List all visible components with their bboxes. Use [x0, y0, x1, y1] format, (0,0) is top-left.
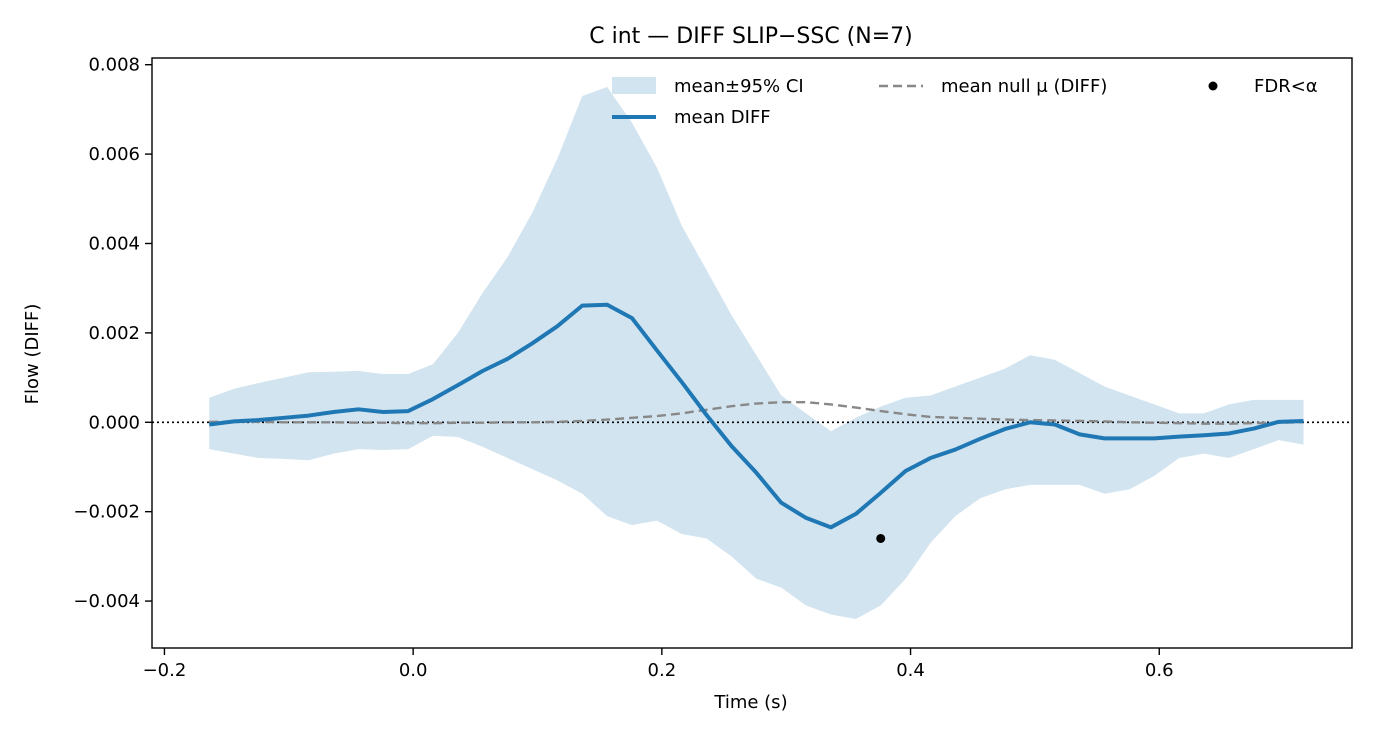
- axes-frame: [151, 57, 1353, 649]
- mean-diff-line: [208, 302, 1304, 530]
- y-axis-label: Flow (DIFF): [22, 304, 43, 405]
- y-tick-label: 0.008: [88, 55, 140, 76]
- x-tick-label: 0.4: [896, 660, 925, 681]
- ci-band: [209, 87, 1304, 619]
- fdr-point: [876, 533, 886, 543]
- x-tick-label: 0.0: [399, 660, 428, 681]
- axes: −0.2 0.0 0.2 0.4 0.6 −0.004 −0.002 0.000 0.002 0.…: [73, 55, 1353, 681]
- x-tick-label: 0.2: [648, 660, 677, 681]
- y-tick-label: −0.002: [73, 502, 140, 523]
- legend-null-label: mean null μ (DIFF): [941, 76, 1107, 97]
- legend-fdr-label: FDR<α: [1254, 76, 1318, 97]
- x-tick-label: 0.6: [1145, 660, 1174, 681]
- legend-fdr-swatch: [1208, 81, 1218, 91]
- legend-mean-label: mean DIFF: [674, 107, 771, 128]
- plot-area: [152, 87, 1352, 619]
- legend-ci-swatch: [612, 77, 656, 94]
- chart-title: C int — DIFF SLIP−SSC (N=7): [589, 24, 913, 49]
- y-tick-label: −0.004: [73, 591, 140, 612]
- legend: mean±95% CI mean DIFF mean null μ (DIFF) FD…: [612, 76, 1318, 128]
- legend-ci-label: mean±95% CI: [674, 76, 804, 97]
- x-tick-label: −0.2: [143, 660, 187, 681]
- y-tick-label: 0.000: [88, 412, 140, 433]
- y-tick-label: 0.004: [88, 233, 140, 254]
- x-axis-label: Time (s): [713, 692, 787, 713]
- y-tick-label: 0.006: [88, 144, 140, 165]
- plot-content: [152, 87, 1352, 619]
- null-mean-line: [209, 400, 1304, 425]
- y-tick-label: 0.002: [88, 323, 140, 344]
